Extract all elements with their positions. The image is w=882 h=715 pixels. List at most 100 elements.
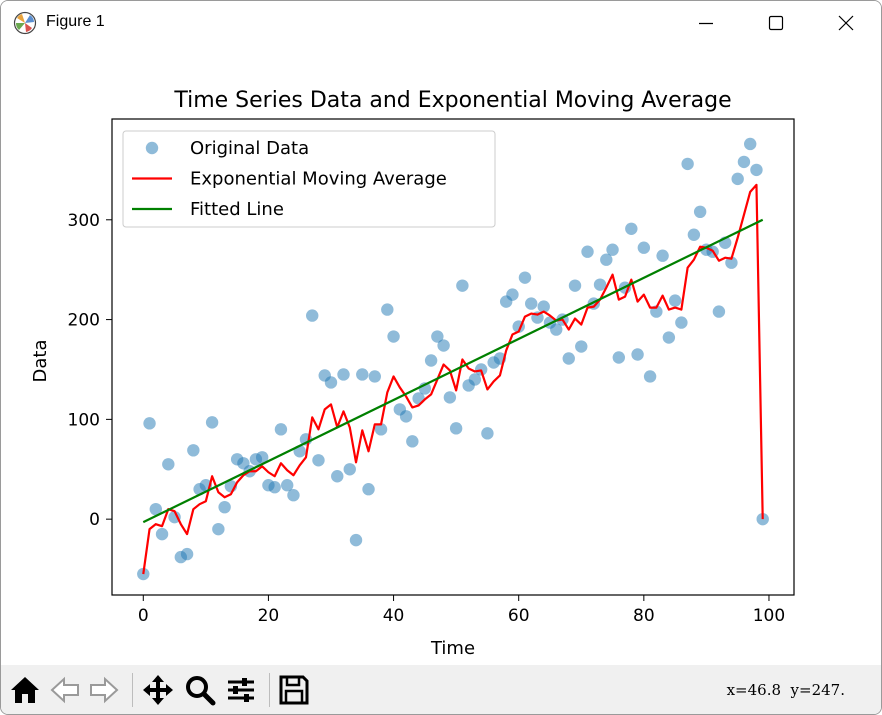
scatter-point <box>143 417 156 430</box>
window-title: Figure 1 <box>46 13 105 30</box>
x-axis-label: Time <box>430 638 475 659</box>
legend-label: Original Data <box>190 138 309 159</box>
scatter-point <box>687 228 701 241</box>
scatter-point <box>456 279 469 292</box>
scatter-point <box>387 330 400 343</box>
scatter-point <box>581 245 594 258</box>
y-tick-label: 200 <box>68 311 100 331</box>
save-icon <box>279 675 309 705</box>
y-tick-label: 0 <box>89 510 100 530</box>
pan-button[interactable] <box>141 673 175 707</box>
scatter-point <box>155 527 169 541</box>
scatter-point <box>287 489 300 502</box>
scatter-point <box>481 427 494 440</box>
scatter-point <box>600 253 613 266</box>
scatter-point <box>625 222 638 235</box>
scatter-point <box>712 305 726 318</box>
x-tick-label: 60 <box>508 606 530 626</box>
scatter-point <box>562 352 575 365</box>
scatter-point <box>349 533 363 547</box>
scatter-point <box>331 470 344 483</box>
save-button[interactable] <box>277 673 311 707</box>
zoom-icon <box>186 676 216 706</box>
scatter-point <box>518 271 532 284</box>
scatter-point <box>356 368 369 381</box>
scatter-point <box>443 391 457 404</box>
scatter-point <box>424 354 438 367</box>
scatter-point <box>280 479 294 492</box>
scatter-point <box>218 500 231 514</box>
back-icon <box>50 676 79 704</box>
scatter-point <box>337 368 350 381</box>
scatter-point <box>656 249 669 262</box>
scatter-point <box>381 303 394 316</box>
home-button[interactable] <box>8 673 42 707</box>
y-tick-label: 300 <box>68 211 100 231</box>
scatter-point <box>662 331 676 344</box>
cursor-coordinates: x=46.8 y=247. <box>726 681 845 699</box>
scatter-point <box>506 288 519 301</box>
scatter-point <box>212 522 225 536</box>
scatter-point <box>468 373 482 386</box>
maximize-icon <box>768 15 784 31</box>
x-tick-label: 100 <box>753 606 785 626</box>
forward-button[interactable] <box>87 673 121 707</box>
figure-canvas[interactable]: Time Series Data and Exponential Moving … <box>1 45 881 665</box>
y-tick-label: 100 <box>68 410 100 430</box>
scatter-point <box>187 444 200 457</box>
home-icon <box>11 677 39 703</box>
scatter-point <box>675 316 688 329</box>
scatter-point <box>731 172 744 186</box>
scatter-point <box>537 300 550 313</box>
zoom-button[interactable] <box>183 673 217 707</box>
legend-box <box>122 130 496 228</box>
scatter-point <box>550 323 563 336</box>
y-axis-label: Data <box>30 340 51 383</box>
scatter-point <box>593 278 607 291</box>
scatter-point <box>437 339 450 352</box>
scatter-point <box>693 205 707 219</box>
maximize-button[interactable] <box>741 1 811 45</box>
scatter-point <box>312 454 325 467</box>
scatter-point <box>643 370 657 383</box>
title-bar[interactable]: Figure 1 <box>1 1 881 45</box>
legend-label: Fitted Line <box>190 199 284 220</box>
scatter-point <box>168 510 181 524</box>
fitted-line <box>142 218 764 524</box>
ema-line <box>142 183 764 575</box>
scatter-point <box>324 376 338 389</box>
axes-frame <box>111 118 795 596</box>
close-icon <box>838 15 854 31</box>
x-tick-label: 80 <box>633 606 655 626</box>
x-tick-label: 20 <box>258 606 280 626</box>
scatter-point <box>744 137 757 151</box>
scatter-point <box>431 330 444 343</box>
toolbar-separator <box>132 673 133 707</box>
forward-icon <box>90 676 119 704</box>
minimize-icon <box>699 22 713 25</box>
legend-label: Exponential Moving Average <box>190 169 447 190</box>
scatter-point <box>449 422 463 435</box>
scatter-point <box>406 435 419 448</box>
scatter-point <box>162 458 175 471</box>
scatter-point <box>268 481 281 494</box>
x-tick-label: 0 <box>138 606 149 626</box>
navigation-toolbar: x=46.8 y=247. <box>1 665 881 714</box>
configure-subplots-button[interactable] <box>224 673 258 707</box>
scatter-point <box>637 241 651 254</box>
matplotlib-icon <box>13 11 37 35</box>
configure-subplots-icon <box>228 678 254 702</box>
chart-title: Time Series Data and Exponential Moving … <box>173 88 731 113</box>
scatter-point <box>306 309 319 322</box>
scatter-point <box>681 157 694 171</box>
scatter-point <box>737 155 751 169</box>
minimize-button[interactable] <box>671 1 741 45</box>
close-button[interactable] <box>811 1 881 45</box>
scatter-point <box>149 502 162 516</box>
scatter-point <box>374 423 388 436</box>
scatter-point <box>568 279 582 292</box>
scatter-point <box>525 297 538 310</box>
back-button[interactable] <box>48 673 82 707</box>
scatter-point <box>343 463 356 476</box>
scatter-point <box>668 294 682 307</box>
